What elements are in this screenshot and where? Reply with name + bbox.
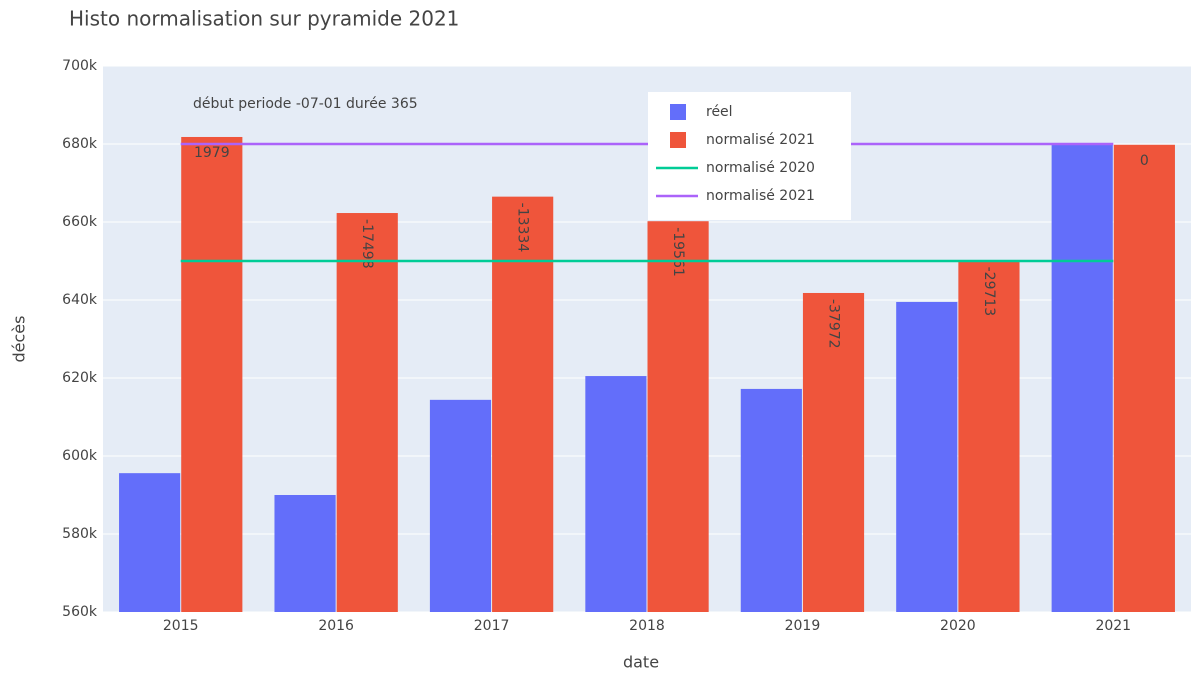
annotation: début periode -07-01 durée 365 [193,96,418,112]
y-tick-label: 600k [62,448,98,464]
bar [119,473,181,612]
legend: réel normalisé 2021 normalisé 2020 normalis… [648,92,851,220]
y-axis-title: décès [10,316,29,363]
y-tick-label: 560k [62,604,98,620]
legend-label: normalisé 2021 [706,132,815,148]
bar-text: 0 [1140,153,1149,169]
bar [585,376,647,612]
plot-area [103,66,1191,612]
bar [958,260,1020,612]
x-tick-label: 2021 [1095,618,1131,634]
bar-text: -17498 [359,219,375,269]
bar-text: -19561 [670,227,686,277]
bar [429,399,492,612]
bar-text: 1979 [194,145,230,161]
legend-label: réel [706,104,733,120]
bar [492,196,554,612]
bar [181,136,243,613]
bar [740,388,802,612]
bar [1113,144,1175,612]
bar [802,292,865,612]
y-tick-label: 680k [62,136,98,152]
bar [336,213,398,612]
legend-label: normalisé 2020 [706,160,815,176]
y-tick-label: 580k [62,526,98,542]
chart-title: Histo normalisation sur pyramide 2021 [69,7,459,31]
bar-text: -29713 [981,267,997,317]
y-tick-label: 640k [62,292,98,308]
x-tick-label: 2015 [163,618,199,634]
bar-text: -37972 [826,299,842,349]
x-tick-label: 2016 [318,618,354,634]
x-tick-label: 2020 [940,618,976,634]
legend-symbol [670,132,686,148]
legend-symbol [670,104,686,120]
bar [274,495,336,612]
x-tick-label: 2017 [474,618,510,634]
x-tick-label: 2018 [629,618,665,634]
y-tick-label: 620k [62,370,98,386]
bar-text: -13334 [515,203,531,253]
legend-label: normalisé 2021 [706,188,815,204]
y-tick-label: 660k [62,214,98,230]
bar [647,221,709,612]
y-tick-label: 700k [62,58,98,74]
bar [1051,144,1113,612]
x-tick-label: 2019 [785,618,821,634]
bar [896,301,958,612]
x-axis-title: date [623,653,659,672]
